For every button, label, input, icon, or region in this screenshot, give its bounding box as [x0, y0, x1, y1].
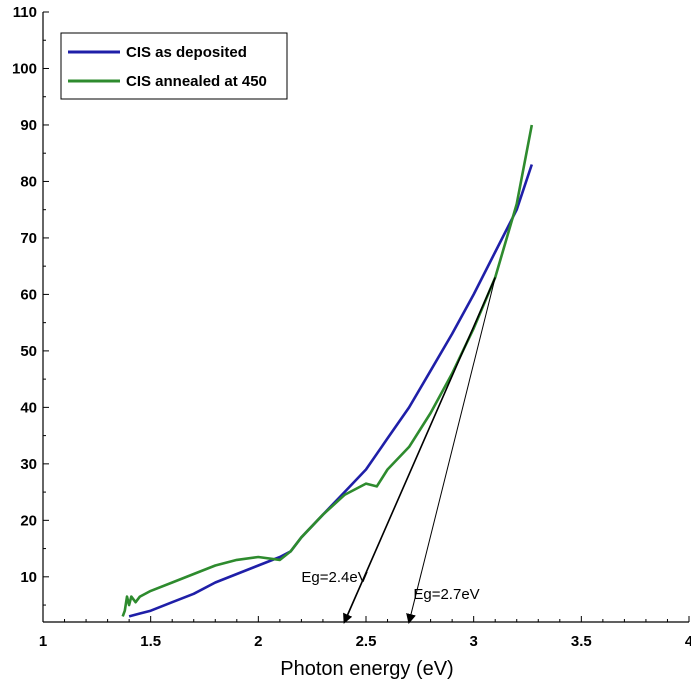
y-tick-label: 90 [20, 117, 37, 134]
y-tick-label: 110 [13, 4, 37, 21]
y-tick-label: 70 [20, 230, 37, 247]
y-tick-label: 40 [20, 399, 37, 416]
x-tick-label: 2.5 [356, 633, 377, 650]
x-axis-title: Photon energy (eV) [280, 658, 453, 680]
y-tick-label: 10 [20, 569, 37, 586]
tangent-arrow-2-7ev [406, 277, 496, 624]
y-tick-label: 50 [20, 343, 37, 360]
y-tick-label: 100 [12, 60, 37, 77]
x-tick-label: 1.5 [140, 633, 161, 650]
annotation-eg-2-4ev: Eg=2.4eV [301, 569, 367, 586]
x-tick-label: 1 [39, 633, 47, 650]
x-tick-label: 4 [685, 633, 691, 650]
series-line-annealed [121, 124, 534, 617]
y-tick-label: 60 [20, 286, 37, 303]
annotations: Eg=2.4eV Eg=2.7eV [301, 277, 496, 624]
y-tick-label: 30 [20, 456, 37, 473]
y-tick-label: 80 [20, 173, 37, 190]
x-tick-label: 3.5 [571, 633, 592, 650]
legend-label-as-deposited: CIS as deposited [126, 44, 247, 61]
series-line-as-deposited [128, 164, 534, 618]
legend: CIS as deposited CIS annealed at 450 [60, 32, 288, 100]
x-tick-label: 3 [469, 633, 477, 650]
y-tick-label: 20 [20, 512, 37, 529]
x-tick-label: 2 [254, 633, 262, 650]
tangent-arrow-2-4ev [343, 277, 496, 624]
series-group [121, 124, 534, 618]
annotation-eg-2-7ev: Eg=2.7eV [413, 586, 479, 603]
legend-label-annealed: CIS annealed at 450 [126, 73, 267, 90]
axes: 1 1.5 2 2.5 3 3.5 4 10 20 30 40 50 60 70 80 90 100 110 [12, 4, 691, 650]
legend-box [60, 32, 288, 100]
